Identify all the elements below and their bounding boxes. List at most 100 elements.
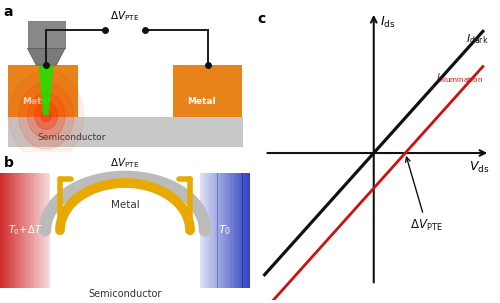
Bar [28,173,29,288]
Bar [238,173,239,288]
Bar [25,173,26,288]
Bar [172,65,242,117]
Bar [16,173,18,288]
Text: c: c [258,12,266,26]
Bar [209,173,210,288]
Bar [222,173,224,288]
Bar [8,117,242,147]
Bar [216,173,218,288]
Bar [236,173,238,288]
Text: Metal: Metal [110,199,140,210]
Bar [14,173,15,288]
Circle shape [18,82,74,149]
Bar [215,173,216,288]
Bar [38,173,39,288]
Bar [28,173,30,288]
Bar [31,173,32,288]
Bar [28,21,65,48]
Bar [2,173,4,288]
Bar [18,173,19,288]
Text: $T_0$: $T_0$ [218,223,232,237]
Polygon shape [28,48,65,65]
Circle shape [41,110,51,122]
Bar [40,173,41,288]
Bar [5,173,6,288]
Text: $\Delta V_\mathrm{PTE}$: $\Delta V_\mathrm{PTE}$ [406,157,443,233]
Bar [214,173,215,288]
Text: $\Delta V_\mathrm{PTE}$: $\Delta V_\mathrm{PTE}$ [110,156,140,170]
Bar [246,173,248,288]
Bar [226,173,228,288]
Bar [245,173,246,288]
Bar [244,173,245,288]
Bar [49,173,50,288]
Circle shape [35,102,58,129]
Bar [231,173,232,288]
Bar [248,173,249,288]
Text: $V_\mathrm{ds}$: $V_\mathrm{ds}$ [468,160,489,175]
Bar [248,173,250,288]
Bar [15,173,16,288]
Bar [234,173,235,288]
Bar [10,173,11,288]
Bar [19,173,20,288]
Bar [36,173,38,288]
Text: $\Delta V_\mathrm{PTE}$: $\Delta V_\mathrm{PTE}$ [110,9,140,23]
Text: Metal: Metal [188,97,216,106]
Bar [241,173,242,288]
Text: $T_0\!+\!\Delta T$: $T_0\!+\!\Delta T$ [8,223,42,237]
Bar [46,173,48,288]
Bar [39,173,40,288]
Bar [34,173,35,288]
Text: b: b [4,156,14,170]
Text: $I_\mathrm{dark}$: $I_\mathrm{dark}$ [466,32,488,46]
Bar [30,173,31,288]
Bar [242,173,244,288]
Bar [8,173,9,288]
Bar [12,173,14,288]
Bar [210,173,212,288]
Bar [240,173,242,288]
Bar [0,173,1,288]
Bar [200,173,202,288]
Bar [45,173,46,288]
Text: a: a [4,5,13,18]
Bar [26,173,28,288]
Bar [20,173,21,288]
Bar [41,173,42,288]
Bar [4,173,5,288]
Bar [232,173,234,288]
Text: Semiconductor: Semiconductor [38,133,106,142]
Text: $I_\mathrm{ds}$: $I_\mathrm{ds}$ [380,15,396,30]
Bar [6,173,8,288]
Bar [211,173,212,288]
Bar [9,173,10,288]
Bar [205,173,206,288]
Bar [32,173,34,288]
Bar [212,173,214,288]
Bar [204,173,205,288]
Bar [206,173,208,288]
Bar [219,173,220,288]
Bar [48,173,49,288]
Bar [21,173,22,288]
Bar [235,173,236,288]
Bar [42,173,44,288]
Bar [44,173,45,288]
Bar [239,173,240,288]
Polygon shape [39,65,54,115]
Bar [8,65,78,117]
Bar [218,173,219,288]
Bar [208,173,209,288]
Bar [228,173,229,288]
Bar [35,173,36,288]
Text: Semiconductor: Semiconductor [88,289,162,299]
Bar [230,173,231,288]
Bar [24,173,25,288]
Bar [229,173,230,288]
Bar [220,173,222,288]
Bar [22,173,24,288]
Bar [11,173,13,288]
Text: $I_\mathrm{illumination}$: $I_\mathrm{illumination}$ [436,71,483,85]
Bar [225,173,226,288]
